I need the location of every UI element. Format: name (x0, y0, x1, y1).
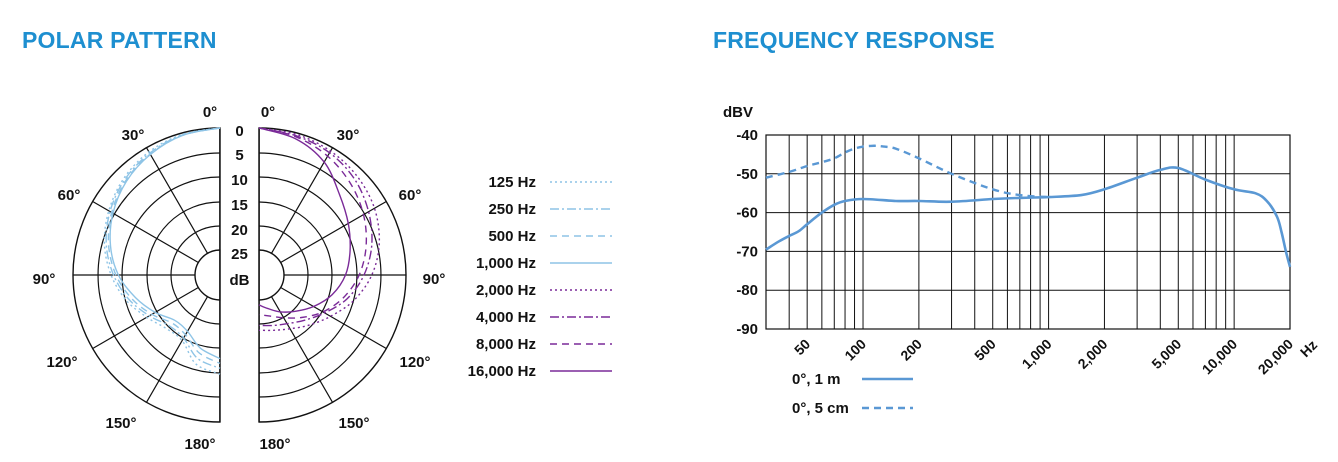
polar-pattern-chart: 0 5 10 15 20 25 dB 0° 30° 60° 90° 120° 150° 180° 0° 30°… (33, 104, 446, 453)
freq-xtick-label: 50 (791, 336, 813, 358)
freq-ytick-label: -40 (736, 127, 758, 144)
polar-angle-label: 30° (337, 127, 360, 144)
freq-xtick-label: 2,000 (1074, 336, 1110, 372)
polar-angle-label: 120° (46, 354, 77, 371)
polar-series-5 (258, 127, 373, 327)
freq-xtick-label: 20,000 (1255, 336, 1297, 378)
freq-ylabel: dBV (723, 104, 753, 121)
freq-xtick-label: 100 (841, 336, 869, 364)
polar-angle-label: 90° (423, 271, 446, 288)
freq-legend-label: 0°, 1 m (792, 371, 841, 388)
polar-angle-label: 120° (399, 354, 430, 371)
freq-xlabel: Hz (1297, 337, 1320, 360)
freq-xtick-label: 500 (971, 336, 999, 364)
polar-legend-label: 1,000 Hz (476, 255, 536, 272)
polar-series-7 (258, 127, 351, 313)
polar-angle-label: 0° (203, 104, 217, 121)
freq-ytick-label: -70 (736, 243, 758, 260)
polar-angle-label: 60° (58, 187, 81, 204)
polar-series-0 (103, 127, 221, 375)
polar-angle-label: 150° (338, 415, 369, 432)
polar-angle-label: 90° (33, 271, 56, 288)
polar-ring-label: 25 (231, 246, 248, 263)
freq-ytick-label: -60 (736, 205, 758, 222)
polar-legend-label: 8,000 Hz (476, 336, 536, 353)
polar-legend-label: 500 Hz (488, 228, 536, 245)
polar-hub-right (258, 249, 285, 301)
freq-xtick-label: 200 (897, 336, 925, 364)
polar-angle-label: 30° (122, 127, 145, 144)
polar-spoke-left-150 (145, 296, 209, 403)
freq-series-1 (765, 144, 1049, 199)
polar-ring-label: 20 (231, 222, 248, 239)
polar-center-gap (220, 126, 259, 424)
freq-ytick-label: -80 (736, 282, 758, 299)
polar-ring-label: 10 (231, 172, 248, 189)
polar-spoke-left-120 (92, 286, 199, 350)
freq-xtick-label: 10,000 (1199, 336, 1241, 378)
polar-ring-label: 5 (235, 147, 243, 164)
freq-xtick-label: 5,000 (1148, 336, 1184, 372)
polar-ring-label: 15 (231, 197, 248, 214)
freq-xtick-label: 1,000 (1019, 336, 1055, 372)
polar-series-4 (258, 127, 381, 332)
polar-series-1 (105, 127, 221, 369)
freq-ytick-label: -50 (736, 166, 758, 183)
polar-spoke-right-60 (280, 200, 387, 264)
polar-legend: 125 Hz 250 Hz 500 Hz 1,000 Hz 2,000 Hz 4,000 … (468, 174, 612, 380)
polar-legend-label: 16,000 Hz (468, 363, 536, 380)
polar-legend-label: 125 Hz (488, 174, 536, 191)
polar-angle-label: 0° (261, 104, 275, 121)
polar-ring-label: 0 (235, 123, 243, 140)
polar-spoke-left-30 (145, 147, 209, 254)
frequency-legend: 0°, 1 m 0°, 5 cm (792, 371, 913, 417)
freq-ytick-label: -90 (736, 321, 758, 338)
polar-angle-label: 150° (105, 415, 136, 432)
polar-angle-label: 60° (399, 187, 422, 204)
polar-angle-label: 180° (184, 436, 215, 453)
polar-angle-label: 180° (259, 436, 290, 453)
freq-frame (765, 134, 1291, 330)
polar-pattern-title: POLAR PATTERN (22, 27, 217, 53)
polar-legend-label: 4,000 Hz (476, 309, 536, 326)
polar-spoke-left-60 (92, 200, 199, 264)
frequency-response-chart: -40 -50 -60 -70 -80 -90 dBV 50 100 200 500 1,000 2,0… (723, 104, 1320, 377)
polar-legend-label: 2,000 Hz (476, 282, 536, 299)
polar-spoke-right-120 (280, 286, 387, 350)
polar-series-3 (109, 127, 221, 360)
polar-legend-label: 250 Hz (488, 201, 536, 218)
polar-spoke-right-150 (270, 296, 334, 403)
freq-legend-label: 0°, 5 cm (792, 400, 849, 417)
polar-unit-label: dB (230, 272, 250, 289)
polar-spoke-right-30 (270, 147, 334, 254)
polar-hub-left (194, 249, 221, 301)
frequency-response-title: FREQUENCY RESPONSE (713, 27, 995, 53)
polar-series-6 (258, 127, 368, 319)
